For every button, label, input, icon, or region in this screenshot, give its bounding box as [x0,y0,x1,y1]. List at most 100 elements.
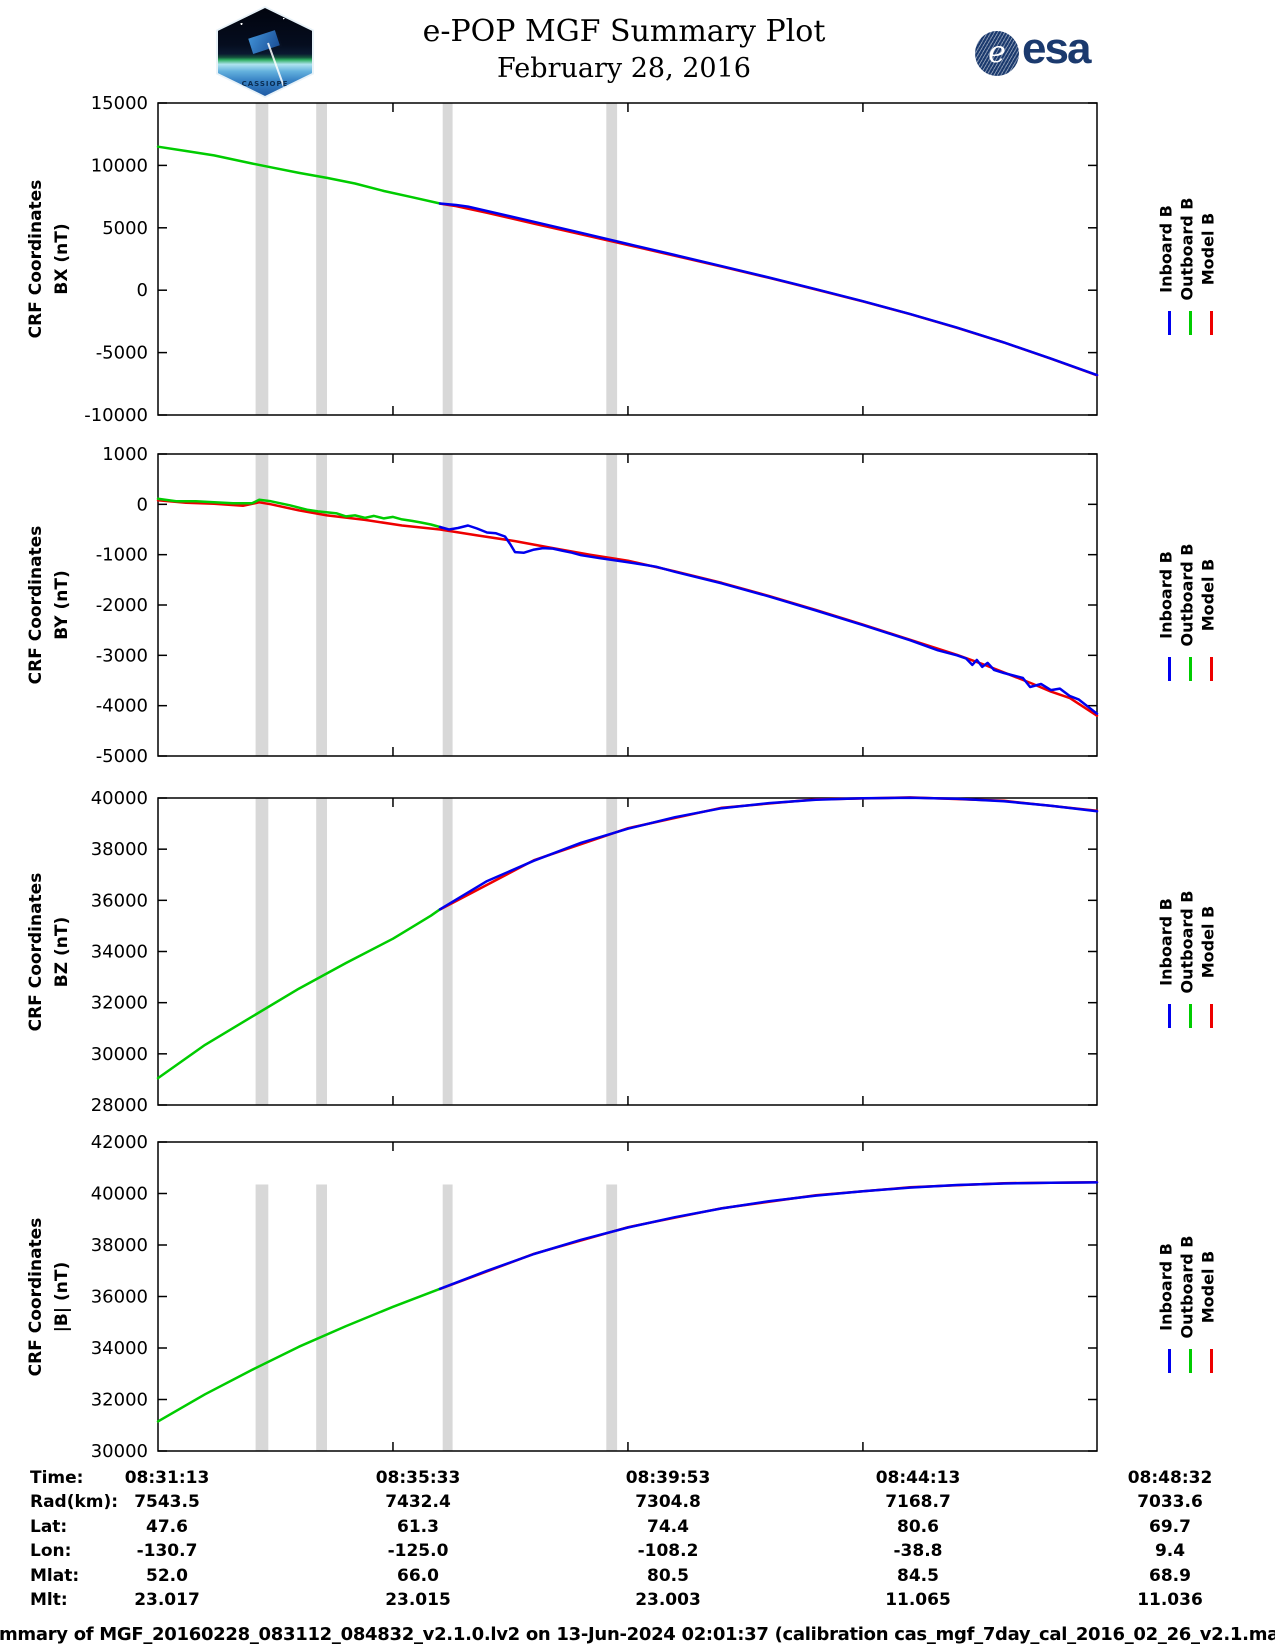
y-axis-label-line1: CRF Coordinates [26,525,46,685]
y-tick-label: 42000 [91,1132,148,1153]
legend-label-inboard: Inboard B [1156,1242,1176,1331]
table-cell: 11.065 [885,1590,951,1610]
data-gap-band [255,798,269,1105]
data-gap-band [255,454,269,756]
legend-sample-model [1210,657,1213,681]
legend-label-model: Model B [1198,905,1218,978]
table-cell: 08:48:32 [1127,1468,1213,1488]
table-cell: -38.8 [893,1541,943,1561]
y-tick-label: 30000 [91,1441,148,1462]
table-cell: 7033.6 [1137,1492,1203,1512]
table-cell: 08:39:53 [625,1468,711,1488]
y-tick-label: -2000 [96,595,148,616]
legend-sample-inboard [1168,657,1171,681]
y-tick-label: -3000 [96,645,148,666]
table-row-label: Time: [30,1468,84,1488]
esa-logo-e: e [988,34,1006,70]
table-row-label: Lon: [30,1541,72,1561]
y-tick-label: 38000 [91,1235,148,1256]
data-gap-band [255,1184,269,1451]
y-tick-label: 0 [137,280,148,301]
esa-logo-icon: e [975,31,1019,76]
page-subtitle-date: February 28, 2016 [497,53,751,84]
legend-label-inboard: Inboard B [1156,897,1176,986]
table-row-label: Mlat: [30,1566,80,1586]
legend-label-outboard: Outboard B [1177,1235,1197,1338]
cassiope-patch-label: CASSIOPE [241,80,289,89]
table-cell: 7168.7 [885,1492,951,1512]
table-cell: 61.3 [397,1517,439,1537]
legend-label-outboard: Outboard B [1177,543,1197,647]
legend-label-model: Model B [1198,558,1218,632]
table-cell: 7543.5 [134,1492,200,1512]
y-tick-label: -10000 [84,405,148,426]
legend-label-outboard: Outboard B [1177,890,1197,993]
data-gap-band [606,103,618,415]
panel-bz: 40000 38000 36000 34000 32000 30000 28000 [91,788,1099,1116]
table-cell: 66.0 [397,1566,439,1586]
series-line-inboard [438,202,1099,377]
table-row-label: Mlt: [30,1590,68,1610]
table-cell: 08:35:33 [375,1468,461,1488]
table-cell: 23.015 [385,1590,451,1610]
table-cell: 23.017 [134,1590,200,1610]
table-cell: 9.4 [1154,1541,1186,1561]
series-line-outboard [156,1287,442,1423]
y-tick-label: 38000 [91,839,148,860]
series-line-inboard [438,1181,1099,1291]
y-tick-label: 34000 [91,1338,148,1359]
page-title: e-POP MGF Summary Plot [422,14,826,49]
y-tick-label: 36000 [91,890,148,911]
table-cell: 68.9 [1149,1566,1191,1586]
table-cell: 7432.4 [385,1492,451,1512]
legend-sample-model [1210,1348,1213,1373]
table-cell: 80.6 [897,1517,939,1537]
table-cell: 47.6 [146,1517,188,1537]
series-line-inboard [438,796,1099,911]
y-tick-label: -1000 [96,545,148,566]
table-cell: 23.003 [635,1590,701,1610]
data-gap-band [442,798,453,1105]
footer-summary-line: Summary of MGF_20160228_083112_084832_v2… [0,1624,1275,1645]
table-cell: 84.5 [897,1566,939,1586]
table-cell: 08:44:13 [875,1468,961,1488]
esa-logo-text: esa [1022,24,1091,73]
table-cell: -125.0 [387,1541,449,1561]
y-tick-label: 36000 [91,1287,148,1308]
table-cell: 11.036 [1137,1590,1203,1610]
series-line-inboard [438,524,1099,715]
legend-sample-inboard [1168,1348,1171,1373]
y-tick-label: 32000 [91,1390,148,1411]
legend-sample-outboard [1189,1003,1192,1028]
data-gap-band [316,454,327,756]
y-tick-label: -5000 [96,343,148,364]
legend-sample-outboard [1189,657,1192,681]
legend-label-inboard: Inboard B [1156,551,1176,639]
data-gap-band [606,798,618,1105]
y-axis-label-line1: CRF Coordinates [26,179,46,339]
y-tick-label: 1000 [102,444,148,465]
data-gap-band [606,1184,618,1451]
table-cell: 69.7 [1149,1517,1191,1537]
data-gap-band [442,103,453,415]
y-tick-label: 28000 [91,1095,148,1116]
table-cell: -108.2 [637,1541,699,1561]
y-axis-label-line2: BY (nT) [52,570,72,640]
panel-by: 1000 0 -1000 -2000 -3000 -4000 -5000 [96,444,1099,767]
legend-sample-outboard [1189,311,1192,335]
y-tick-label: 40000 [91,1184,148,1205]
table-cell: 7304.8 [635,1492,701,1512]
y-axis-label-line1: CRF Coordinates [26,1217,46,1376]
y-tick-label: 10000 [91,155,148,176]
table-cell: 08:31:13 [124,1468,210,1488]
data-gap-band [316,1184,327,1451]
y-axis-label-line2: BZ (nT) [52,916,72,987]
data-gap-band [442,454,453,756]
legend-sample-outboard [1189,1348,1192,1373]
legend-sample-inboard [1168,1003,1171,1028]
y-tick-label: -5000 [96,746,148,767]
y-tick-label: 5000 [102,218,148,239]
